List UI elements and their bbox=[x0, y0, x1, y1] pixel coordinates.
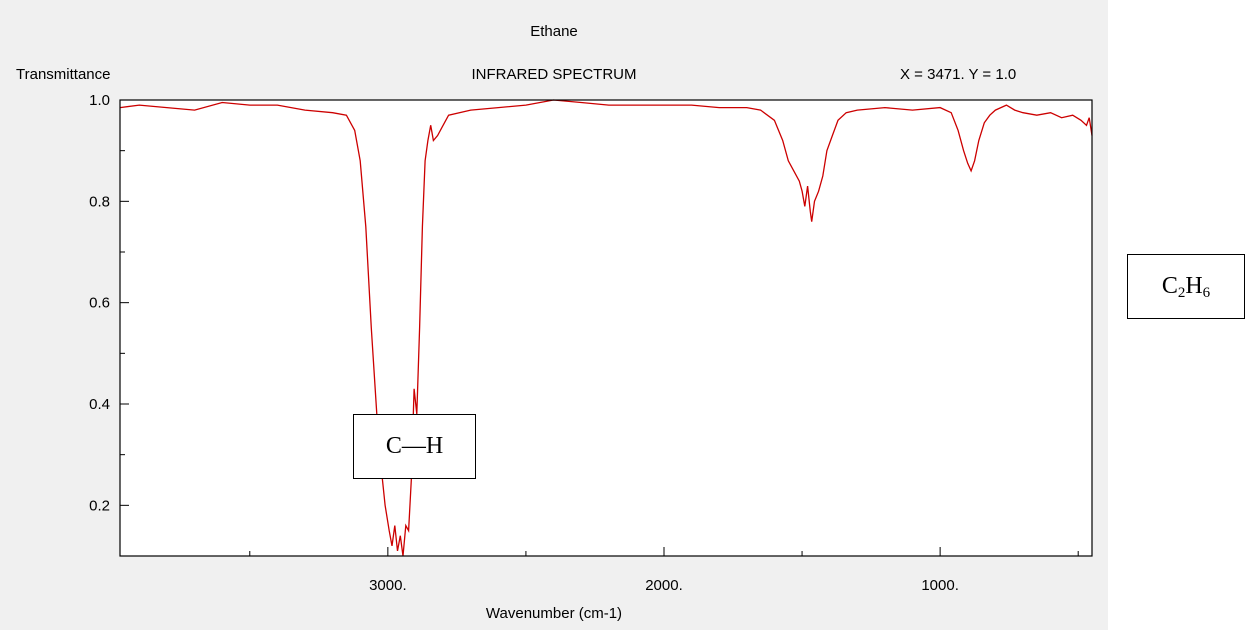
plot-area[interactable] bbox=[120, 100, 1092, 556]
formula-carbon: C bbox=[1161, 273, 1178, 299]
formula-carbon-count: 2 bbox=[1177, 285, 1186, 301]
ch-bond-annotation: C—H bbox=[353, 414, 476, 479]
x-tick-label: 2000. bbox=[645, 577, 683, 594]
y-tick-label: 0.4 bbox=[89, 396, 110, 413]
tick-layer: 1.0 0.8 0.6 0.4 0.2 3000. 2000. 1000. bbox=[89, 92, 1079, 594]
y-tick-label: 0.6 bbox=[89, 295, 110, 312]
x-axis-label: Wavenumber (cm-1) bbox=[485, 605, 623, 622]
formula-hydrogen: H bbox=[1185, 273, 1203, 299]
molecular-formula-box: C2H6 bbox=[1127, 254, 1245, 319]
plot-frame bbox=[119, 99, 1093, 557]
x-tick-label: 3000. bbox=[369, 577, 407, 594]
formula-hydrogen-count: 6 bbox=[1202, 285, 1211, 301]
y-tick-label: 1.0 bbox=[89, 92, 110, 109]
y-tick-label: 0.2 bbox=[89, 497, 110, 514]
y-axis-label: Transmittance bbox=[16, 66, 111, 83]
chart-title: Ethane bbox=[530, 23, 578, 40]
y-tick-label: 0.8 bbox=[89, 193, 110, 210]
x-tick-label: 1000. bbox=[921, 577, 959, 594]
chart-subtitle: INFRARED SPECTRUM bbox=[471, 66, 637, 83]
cursor-readout: X = 3471. Y = 1.0 bbox=[900, 66, 1017, 83]
